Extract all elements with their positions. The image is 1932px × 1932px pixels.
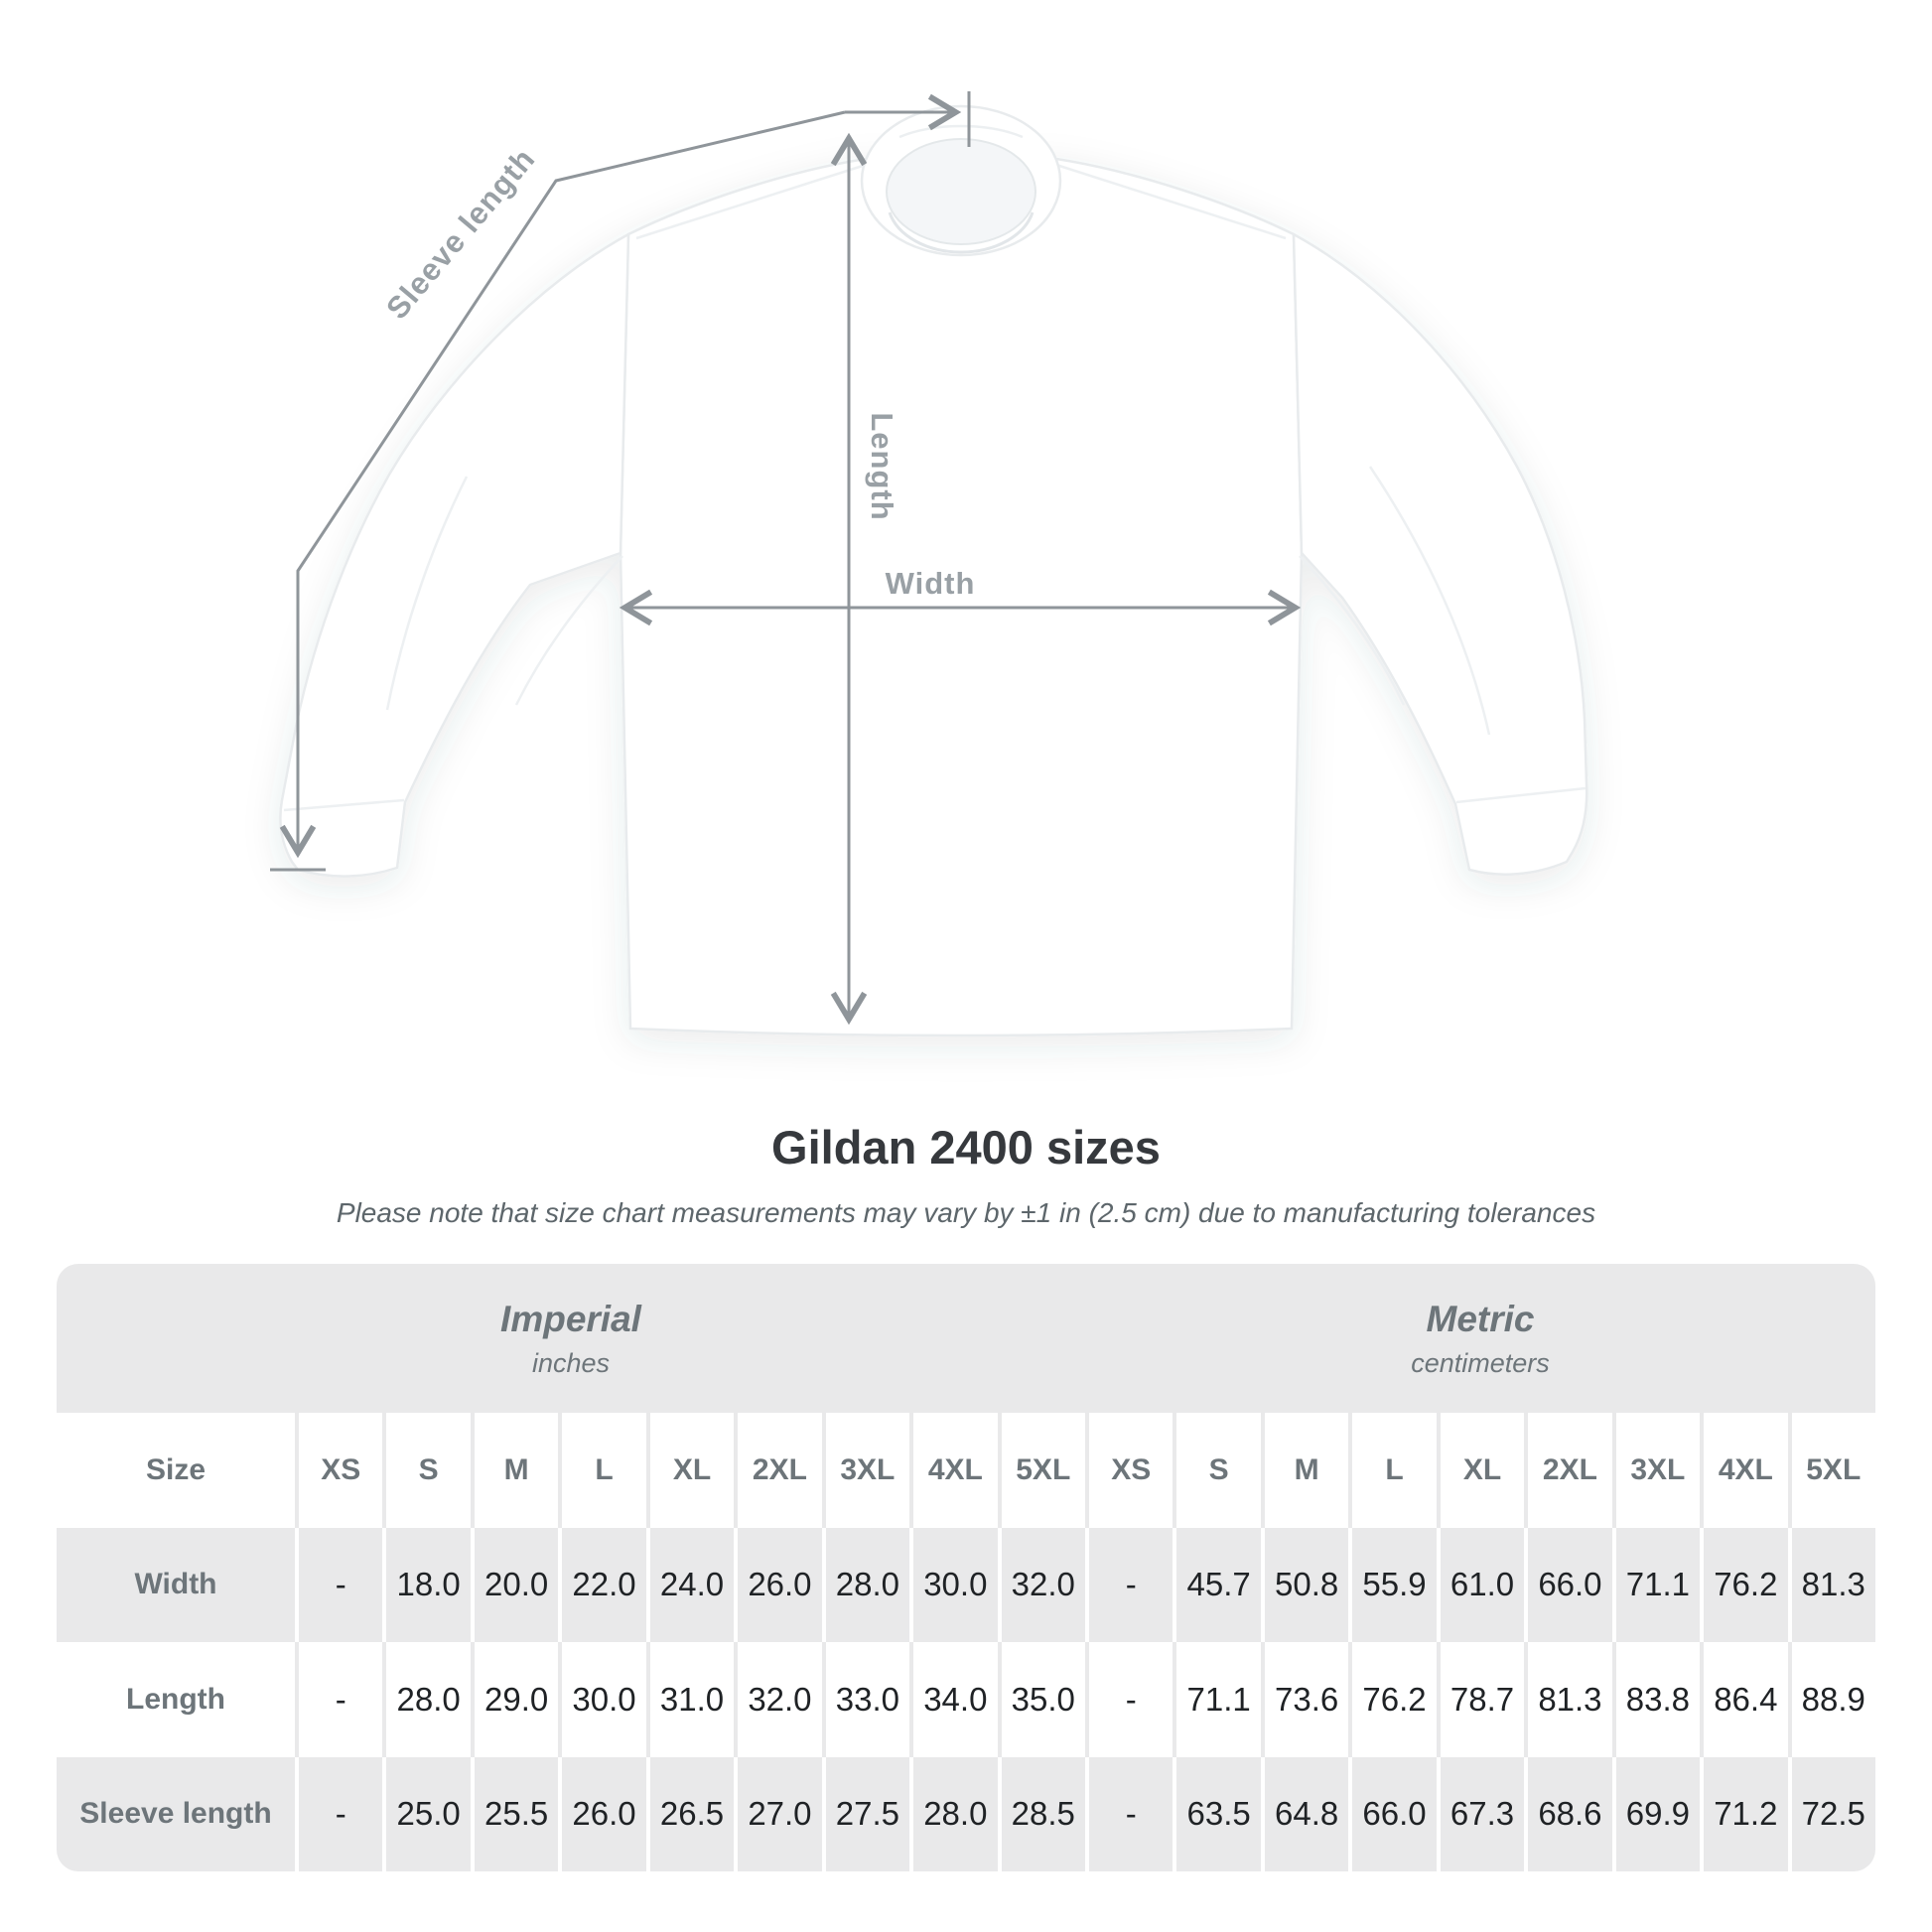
value-cell: 86.4	[1700, 1642, 1788, 1757]
imperial-subtitle: inches	[531, 1347, 611, 1378]
value-cell: -	[295, 1642, 383, 1757]
value-cell: 25.0	[382, 1756, 471, 1871]
value-cell: 63.5	[1173, 1756, 1261, 1871]
value-cell: 83.8	[1611, 1642, 1701, 1757]
column-header-metric-4XL: 4XL	[1700, 1413, 1788, 1528]
metric-title: Metric	[1426, 1298, 1535, 1339]
value-cell: 45.7	[1173, 1527, 1261, 1642]
value-cell: 27.0	[734, 1756, 822, 1871]
value-cell: 20.0	[470, 1527, 559, 1642]
column-header-imperial-S: S	[382, 1413, 471, 1528]
column-header-imperial-L: L	[558, 1413, 646, 1528]
imperial-group-header: Imperial inches	[57, 1264, 1085, 1413]
value-cell: 61.0	[1436, 1527, 1525, 1642]
value-cell: 81.3	[1524, 1642, 1612, 1757]
value-cell: -	[1084, 1642, 1173, 1757]
column-header-metric-5XL: 5XL	[1787, 1413, 1875, 1528]
size-table-grid: Size XS S M L XL 2XL 3XL 4XL 5XL XS S M L XL 2XL 3XL 4XL 5…	[57, 1413, 1875, 1871]
value-cell: 28.0	[909, 1756, 998, 1871]
value-cell: 18.0	[382, 1527, 471, 1642]
value-cell: 55.9	[1348, 1527, 1437, 1642]
value-cell: 25.5	[470, 1756, 559, 1871]
value-cell: 71.1	[1611, 1527, 1701, 1642]
page-title: Gildan 2400 sizes	[771, 1121, 1161, 1173]
value-cell: -	[295, 1756, 383, 1871]
value-cell: 66.0	[1524, 1527, 1612, 1642]
column-header-imperial-XS: XS	[295, 1413, 383, 1528]
imperial-title: Imperial	[500, 1298, 641, 1339]
value-cell: 50.8	[1260, 1527, 1349, 1642]
value-cell: 28.0	[382, 1642, 471, 1757]
value-cell: 28.5	[997, 1756, 1085, 1871]
value-cell: 73.6	[1260, 1642, 1349, 1757]
value-cell: -	[1084, 1527, 1173, 1642]
column-header-imperial-M: M	[470, 1413, 559, 1528]
value-cell: 71.2	[1700, 1756, 1788, 1871]
value-cell: 67.3	[1436, 1756, 1525, 1871]
value-cell: 88.9	[1787, 1642, 1875, 1757]
shirt-seams	[283, 163, 1587, 812]
value-cell: 32.0	[997, 1527, 1085, 1642]
value-cell: 30.0	[909, 1527, 998, 1642]
column-header-imperial-XL: XL	[645, 1413, 735, 1528]
row-label: Length	[57, 1642, 295, 1757]
value-cell: 26.0	[734, 1527, 822, 1642]
column-header-metric-2XL: 2XL	[1524, 1413, 1612, 1528]
value-cell: 27.5	[821, 1756, 910, 1871]
length-label: Length	[865, 412, 899, 520]
value-cell: 33.0	[821, 1642, 910, 1757]
measurement-lines	[270, 91, 1302, 1026]
row-label: Width	[57, 1527, 295, 1642]
value-cell: -	[1084, 1756, 1173, 1871]
column-header-metric-S: S	[1173, 1413, 1261, 1528]
column-header-metric-XL: XL	[1436, 1413, 1525, 1528]
value-cell: 30.0	[558, 1642, 646, 1757]
column-header-metric-3XL: 3XL	[1611, 1413, 1701, 1528]
row-label: Sleeve length	[57, 1756, 295, 1871]
value-cell: 26.5	[645, 1756, 735, 1871]
value-cell: 72.5	[1787, 1756, 1875, 1871]
value-cell: 24.0	[645, 1527, 735, 1642]
column-header-metric-XS: XS	[1084, 1413, 1173, 1528]
value-cell: 35.0	[997, 1642, 1085, 1757]
value-cell: 34.0	[909, 1642, 998, 1757]
unit-group-header: Imperial inches Metric centimeters	[57, 1264, 1875, 1413]
column-header-metric-L: L	[1348, 1413, 1437, 1528]
value-cell: 76.2	[1348, 1642, 1437, 1757]
value-cell: 78.7	[1436, 1642, 1525, 1757]
column-header-metric-M: M	[1260, 1413, 1349, 1528]
column-header-imperial-3XL: 3XL	[821, 1413, 910, 1528]
sleeve-length-label: Sleeve length	[379, 141, 542, 326]
column-header-imperial-4XL: 4XL	[909, 1413, 998, 1528]
sleeve-length-measure-line	[279, 110, 846, 859]
size-column-header: Size	[57, 1413, 295, 1528]
value-cell: 26.0	[558, 1756, 646, 1871]
shirt-illustration: Sleeve length Length Width	[270, 91, 1588, 1037]
metric-group-header: Metric centimeters	[1085, 1264, 1875, 1413]
value-cell: 68.6	[1524, 1756, 1612, 1871]
value-cell: 29.0	[470, 1642, 559, 1757]
value-cell: 31.0	[645, 1642, 735, 1757]
shirt-collar	[860, 104, 1062, 257]
value-cell: 69.9	[1611, 1756, 1701, 1871]
value-cell: 76.2	[1700, 1527, 1788, 1642]
width-label: Width	[886, 566, 976, 601]
column-header-imperial-5XL: 5XL	[997, 1413, 1085, 1528]
metric-subtitle: centimeters	[1411, 1347, 1550, 1378]
column-header-imperial-2XL: 2XL	[734, 1413, 822, 1528]
shirt-size-diagram: Sleeve length Length Width	[270, 91, 1588, 1037]
value-cell: 32.0	[734, 1642, 822, 1757]
value-cell: 28.0	[821, 1527, 910, 1642]
tolerance-note: Please note that size chart measurements…	[336, 1197, 1596, 1228]
size-table: Imperial inches Metric centimeters Size X…	[57, 1264, 1875, 1871]
value-cell: 66.0	[1348, 1756, 1437, 1871]
value-cell: 71.1	[1173, 1642, 1261, 1757]
value-cell: 22.0	[558, 1527, 646, 1642]
value-cell: -	[295, 1527, 383, 1642]
value-cell: 81.3	[1787, 1527, 1875, 1642]
value-cell: 64.8	[1260, 1756, 1349, 1871]
